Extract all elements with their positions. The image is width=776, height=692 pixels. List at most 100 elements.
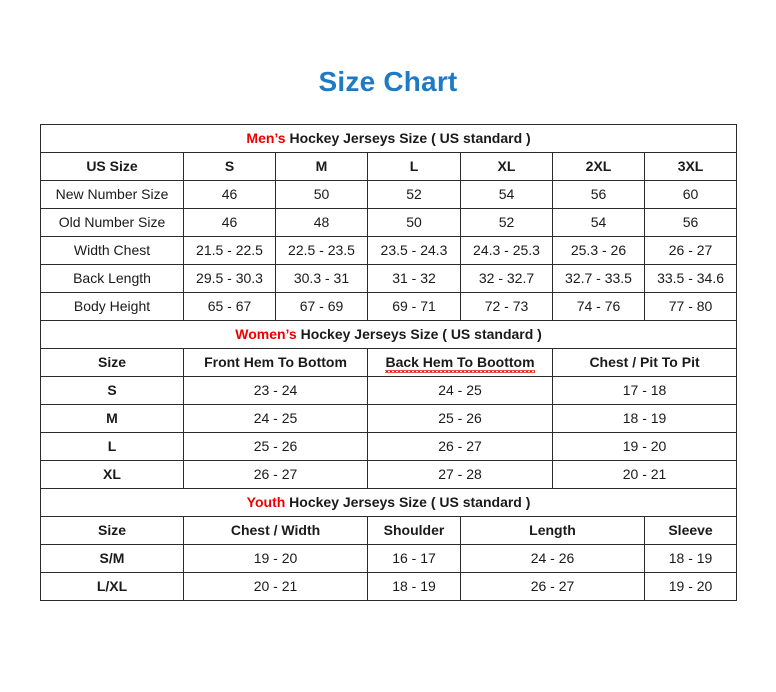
youth-row-label-lxl: L/XL bbox=[40, 572, 184, 601]
table-row: L 25 - 26 26 - 27 19 - 20 bbox=[40, 432, 738, 461]
mens-col-head-xl: XL bbox=[460, 152, 553, 181]
mens-cell: 21.5 - 22.5 bbox=[183, 236, 276, 265]
womens-section-banner-row: Women’s Hockey Jerseys Size ( US standar… bbox=[39, 320, 738, 349]
table-row: XL 26 - 27 27 - 28 20 - 21 bbox=[40, 460, 738, 489]
mens-cell: 22.5 - 23.5 bbox=[275, 236, 368, 265]
womens-column-header-row: Size Front Hem To Bottom Back Hem To Boo… bbox=[40, 348, 738, 377]
mens-cell: 26 - 27 bbox=[643, 236, 738, 265]
womens-cell: 25 - 26 bbox=[367, 404, 553, 433]
youth-col-head-size: Size bbox=[40, 516, 184, 545]
table-row: Width Chest 21.5 - 22.5 22.5 - 23.5 23.5… bbox=[40, 236, 738, 265]
mens-cell: 23.5 - 24.3 bbox=[367, 236, 461, 265]
mens-cell: 50 bbox=[367, 208, 461, 237]
womens-cell: 20 - 21 bbox=[551, 460, 738, 489]
womens-row-label-l: L bbox=[40, 432, 184, 461]
womens-cell: 25 - 26 bbox=[183, 432, 368, 461]
mens-cell: 52 bbox=[367, 180, 461, 209]
youth-cell: 16 - 17 bbox=[367, 544, 461, 573]
mens-cell: 60 bbox=[643, 180, 738, 209]
womens-cell: 18 - 19 bbox=[551, 404, 738, 433]
mens-cell: 50 bbox=[275, 180, 368, 209]
mens-cell: 32 - 32.7 bbox=[460, 264, 553, 293]
mens-row-label-width-chest: Width Chest bbox=[40, 236, 184, 265]
youth-column-header-row: Size Chest / Width Shoulder Length Sleev… bbox=[40, 516, 738, 545]
mens-column-header-row: US Size S M L XL 2XL 3XL bbox=[40, 152, 738, 181]
womens-cell: 24 - 25 bbox=[183, 404, 368, 433]
womens-row-label-xl: XL bbox=[40, 460, 184, 489]
mens-banner-accent: Men’s bbox=[246, 129, 286, 146]
youth-section-banner-row: Youth Hockey Jerseys Size ( US standard … bbox=[39, 488, 738, 517]
mens-cell: 56 bbox=[643, 208, 738, 237]
mens-row-label-back-length: Back Length bbox=[40, 264, 184, 293]
mens-cell: 32.7 - 33.5 bbox=[552, 264, 645, 293]
womens-cell: 26 - 27 bbox=[183, 460, 368, 489]
youth-cell: 19 - 20 bbox=[183, 544, 368, 573]
table-row: L/XL 20 - 21 18 - 19 26 - 27 19 - 20 bbox=[40, 572, 738, 601]
youth-col-head-shoulder: Shoulder bbox=[367, 516, 461, 545]
table-row: S 23 - 24 24 - 25 17 - 18 bbox=[40, 376, 738, 405]
mens-col-head-2xl: 2XL bbox=[552, 152, 645, 181]
mens-section-banner: Men’s Hockey Jerseys Size ( US standard … bbox=[39, 124, 738, 153]
size-chart: Men’s Hockey Jerseys Size ( US standard … bbox=[39, 124, 738, 601]
mens-cell: 74 - 76 bbox=[552, 292, 645, 321]
womens-cell: 19 - 20 bbox=[551, 432, 738, 461]
table-row: Back Length 29.5 - 30.3 30.3 - 31 31 - 3… bbox=[40, 264, 738, 293]
page-title: Size Chart bbox=[318, 66, 458, 97]
mens-cell: 46 bbox=[183, 180, 276, 209]
womens-row-label-m: M bbox=[40, 404, 184, 433]
size-chart-table: Men’s Hockey Jerseys Size ( US standard … bbox=[39, 124, 738, 601]
mens-col-head-s: S bbox=[183, 152, 276, 181]
mens-cell: 77 - 80 bbox=[643, 292, 738, 321]
mens-cell: 29.5 - 30.3 bbox=[183, 264, 276, 293]
mens-cell: 54 bbox=[460, 180, 553, 209]
mens-section-banner-row: Men’s Hockey Jerseys Size ( US standard … bbox=[39, 124, 738, 153]
youth-cell: 18 - 19 bbox=[643, 544, 738, 573]
mens-cell: 33.5 - 34.6 bbox=[643, 264, 738, 293]
womens-section-banner: Women’s Hockey Jerseys Size ( US standar… bbox=[39, 320, 738, 349]
youth-cell: 26 - 27 bbox=[460, 572, 645, 601]
womens-row-label-s: S bbox=[40, 376, 184, 405]
womens-col-head-back-hem-to-boottom: Back Hem To Boottom bbox=[367, 348, 553, 377]
youth-cell: 20 - 21 bbox=[183, 572, 368, 601]
mens-col-head-l: L bbox=[367, 152, 461, 181]
womens-cell: 27 - 28 bbox=[367, 460, 553, 489]
mens-col-head-m: M bbox=[275, 152, 368, 181]
womens-col-head-back-hem-to-boottom-text: Back Hem To Boottom bbox=[385, 353, 535, 374]
mens-cell: 31 - 32 bbox=[367, 264, 461, 293]
womens-col-head-size: Size bbox=[40, 348, 184, 377]
mens-cell: 46 bbox=[183, 208, 276, 237]
mens-col-head-us-size: US Size bbox=[40, 152, 184, 181]
youth-cell: 19 - 20 bbox=[643, 572, 738, 601]
mens-row-label-new-number-size: New Number Size bbox=[40, 180, 184, 209]
table-row: Old Number Size 46 48 50 52 54 56 bbox=[40, 208, 738, 237]
womens-cell: 26 - 27 bbox=[367, 432, 553, 461]
mens-cell: 65 - 67 bbox=[183, 292, 276, 321]
mens-col-head-3xl: 3XL bbox=[643, 152, 738, 181]
youth-cell: 18 - 19 bbox=[367, 572, 461, 601]
mens-cell: 56 bbox=[552, 180, 645, 209]
womens-cell: 23 - 24 bbox=[183, 376, 368, 405]
mens-cell: 25.3 - 26 bbox=[552, 236, 645, 265]
mens-cell: 69 - 71 bbox=[367, 292, 461, 321]
womens-col-head-front-hem-to-bottom: Front Hem To Bottom bbox=[183, 348, 368, 377]
youth-cell: 24 - 26 bbox=[460, 544, 645, 573]
womens-col-head-chest-pit-to-pit: Chest / Pit To Pit bbox=[551, 348, 738, 377]
table-row: S/M 19 - 20 16 - 17 24 - 26 18 - 19 bbox=[40, 544, 738, 573]
youth-col-head-sleeve: Sleeve bbox=[643, 516, 738, 545]
womens-banner-rest: Hockey Jerseys Size ( US standard ) bbox=[296, 325, 542, 342]
table-row: New Number Size 46 50 52 54 56 60 bbox=[40, 180, 738, 209]
womens-cell: 24 - 25 bbox=[367, 376, 553, 405]
mens-row-label-body-height: Body Height bbox=[40, 292, 184, 321]
womens-banner-accent: Women’s bbox=[235, 325, 297, 342]
youth-section-banner: Youth Hockey Jerseys Size ( US standard … bbox=[39, 488, 738, 517]
table-row: Body Height 65 - 67 67 - 69 69 - 71 72 -… bbox=[40, 292, 738, 321]
mens-cell: 72 - 73 bbox=[460, 292, 553, 321]
youth-col-head-length: Length bbox=[460, 516, 645, 545]
mens-cell: 67 - 69 bbox=[275, 292, 368, 321]
mens-cell: 30.3 - 31 bbox=[275, 264, 368, 293]
mens-cell: 48 bbox=[275, 208, 368, 237]
mens-cell: 24.3 - 25.3 bbox=[460, 236, 553, 265]
mens-cell: 52 bbox=[460, 208, 553, 237]
mens-cell: 54 bbox=[552, 208, 645, 237]
youth-row-label-sm: S/M bbox=[40, 544, 184, 573]
